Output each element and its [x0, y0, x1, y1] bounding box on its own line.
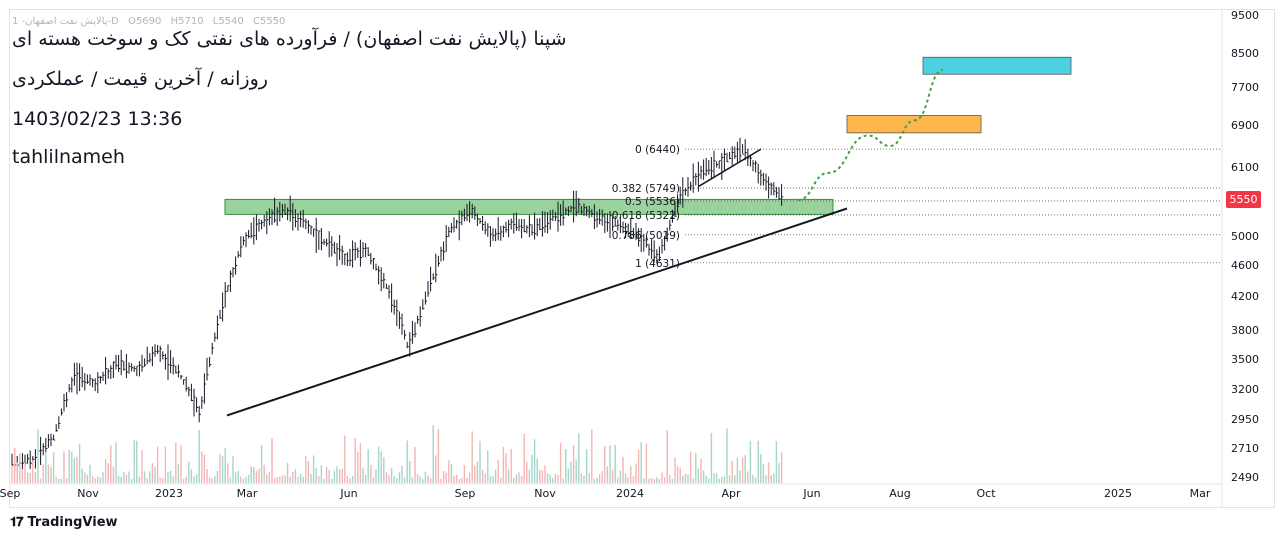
brand-label: TradingView: [27, 515, 118, 530]
legend-close: C5550: [252, 16, 286, 27]
y-tick-label: 7700: [1231, 81, 1259, 94]
support-zone: [224, 198, 834, 215]
y-tick-label: 8500: [1231, 47, 1259, 60]
wedge-upper-line: [698, 148, 762, 187]
y-tick-label: 9500: [1231, 9, 1259, 22]
fib-level-label: 0.382 (5749): [612, 183, 680, 195]
chart-datetime: 1403/02/23 13:36: [12, 108, 183, 130]
target-zone: [922, 56, 1072, 75]
chart-subtitle: روزانه / آخرین قیمت / عملکردی: [12, 68, 268, 90]
projection-path: [797, 69, 944, 201]
y-tick-label: 3800: [1231, 324, 1259, 337]
y-tick-label: 6900: [1231, 119, 1259, 132]
chart-title: شپنا (پالایش نفت اصفهان) / فرآورده های ن…: [12, 28, 567, 50]
x-tick-label: Mar: [237, 487, 258, 500]
y-tick-label: 4600: [1231, 259, 1259, 272]
x-tick-label: 2025: [1104, 487, 1132, 500]
fib-level-label: 0.786 (5019): [612, 230, 680, 242]
x-tick-label: Nov: [77, 487, 99, 500]
chart-author: tahlilnameh: [12, 146, 125, 168]
x-tick-label: Mar: [1190, 487, 1211, 500]
x-tick-label: Oct: [976, 487, 996, 500]
x-tick-label: Jun: [339, 487, 357, 500]
x-tick-label: Aug: [889, 487, 910, 500]
legend-low: L5540: [212, 16, 244, 27]
y-tick-label: 5000: [1231, 230, 1259, 243]
fib-level-label: 1 (4631): [635, 258, 680, 270]
y-tick-label: 4200: [1231, 290, 1259, 303]
x-tick-label: Jun: [802, 487, 820, 500]
support-trendline: [226, 207, 848, 417]
legend-open: O5690: [128, 16, 162, 27]
x-tick-label: Sep: [0, 487, 20, 500]
candles-group: [11, 137, 784, 483]
fib-level-label: 0 (6440): [635, 144, 680, 156]
y-tick-label: 6100: [1231, 161, 1259, 174]
x-tick-label: Apr: [721, 487, 741, 500]
y-tick-label: 3200: [1231, 383, 1259, 396]
y-tick-label: 2490: [1231, 471, 1259, 484]
y-tick-label: 2950: [1231, 413, 1259, 426]
x-tick-label: Sep: [455, 487, 476, 500]
x-tick-label: 2023: [155, 487, 183, 500]
fib-level-label: 0.5 (5536): [625, 196, 680, 208]
legend-high: H5710: [170, 16, 204, 27]
legend-symbol: 1 -پالایش نفت اصفهان-D: [12, 16, 119, 27]
y-tick-label: 3500: [1231, 353, 1259, 366]
x-tick-label: Nov: [534, 487, 556, 500]
chart-frame: [9, 9, 1275, 508]
target-zone: [846, 115, 982, 134]
ohlc-legend: 1 -پالایش نفت اصفهان-D O5690 H5710 L5540…: [12, 16, 291, 27]
last-price-tag: 5550: [1226, 191, 1261, 208]
y-tick-label: 2710: [1231, 442, 1259, 455]
tradingview-brand[interactable]: 𝟏𝟕 TradingView: [10, 515, 118, 530]
tradingview-logo-icon: 𝟏𝟕: [10, 515, 24, 530]
fib-level-label: 0.618 (5322): [612, 210, 680, 222]
x-tick-label: 2024: [616, 487, 644, 500]
